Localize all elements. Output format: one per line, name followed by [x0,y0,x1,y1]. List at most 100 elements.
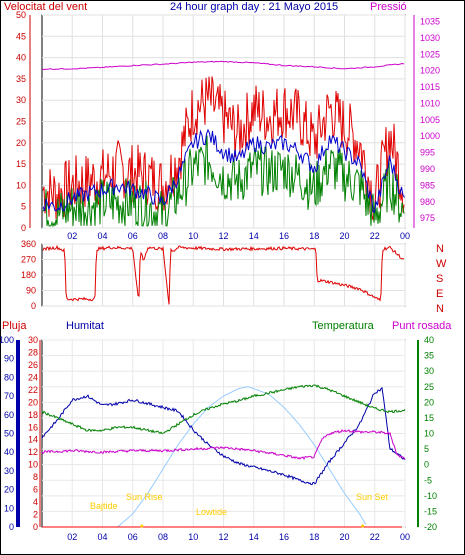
low-tide-label: Lowtide [196,507,228,517]
y-tick-label: 5 [21,202,26,212]
wind-speed-title: Velocitat del vent [4,1,88,13]
sun-rise-marker [140,524,144,528]
rain-tick-label: 10 [28,460,38,470]
x-tick-label: 08 [158,532,168,542]
x-tick-label: 10 [188,231,198,241]
y2-tick-label: 1005 [420,115,440,125]
sun-rise-label: Sun Rise [126,492,163,502]
high-tide-label: Bajtide [90,501,118,511]
rain-tick-label: 14 [28,435,38,445]
temperature-title: Temperatura [312,320,374,332]
y-tick-label: 30 [16,95,26,105]
x-tick-label: 16 [279,532,289,542]
rain-tick-label: 8 [33,472,38,482]
x-tick-label: 12 [218,532,228,542]
y-tick-label: 35 [16,74,26,84]
y-tick-label: 20 [16,138,26,148]
temp-tick-label: -10 [424,491,437,501]
y2-tick-label: 985 [420,180,435,190]
y2-tick-label: 980 [420,197,435,207]
y2-tick-label: 1035 [420,17,440,27]
series-humidity [41,386,406,486]
x-tick-label: 08 [158,231,168,241]
temp-tick-label: 10 [424,429,434,439]
series-wind-direction [42,244,405,305]
x-tick-label: 14 [249,532,259,542]
humidity-temperature-panel: -20-15-10-505101520253035400102030405060… [0,335,437,542]
rain-tick-label: 24 [28,372,38,382]
wind-direction-panel: 0 90 180 270 360 [21,239,406,311]
temp-tick-label: 0 [424,460,429,470]
humidity-tick-label: 60 [4,410,14,420]
x-tick-label: 04 [97,532,107,542]
humidity-tick-label: 10 [4,503,14,513]
x-tick-label: 06 [128,532,138,542]
y-tick-label: 45 [16,31,26,41]
compass-s: S [436,273,444,285]
humidity-tick-label: 0 [9,522,14,532]
x-tick-label: 00 [400,231,410,241]
rain-tick-label: 26 [28,360,38,370]
x-tick-label: 20 [339,231,349,241]
x-tick-label: 06 [128,231,138,241]
rain-tick-label: 6 [33,485,38,495]
y-tick-label: 270 [21,255,36,265]
rain-tick-label: 4 [33,497,38,507]
humidity-tick-label: 70 [4,391,14,401]
x-tick-label: 16 [279,231,289,241]
rain-tick-label: 22 [28,385,38,395]
rain-tick-label: 20 [28,397,38,407]
graph-title: 24 hour graph day : 21 Mayo 2015 [170,1,339,13]
y2-tick-label: 1020 [420,66,440,76]
rain-tick-label: 16 [28,422,38,432]
y2-tick-label: 1010 [420,98,440,108]
y-tick-label: 15 [16,159,26,169]
humidity-tick-label: 50 [4,429,14,439]
temp-tick-label: -15 [424,506,437,516]
humidity-tick-label: 40 [4,447,14,457]
humidity-title: Humitat [66,320,104,332]
y-tick-label: 50 [16,10,26,20]
series-temperature [41,384,406,435]
temp-tick-label: 40 [424,335,434,345]
x-tick-label: 12 [218,231,228,241]
compass-w: W [436,258,447,270]
humidity-axis-bar [16,340,20,527]
x-tick-label: 14 [249,231,259,241]
x-tick-label: 00 [400,532,410,542]
x-tick-label: 18 [309,532,319,542]
x-tick-label: 04 [97,231,107,241]
x-tick-label: 02 [67,532,77,542]
series-wind-average [42,135,405,228]
humidity-tick-label: 100 [0,335,14,345]
x-tick-label: 02 [67,231,77,241]
rain-tick-label: 30 [28,335,38,345]
y2-tick-label: 1030 [420,33,440,43]
y2-tick-label: 1015 [420,82,440,92]
y-tick-label: 90 [26,286,36,296]
y-tick-label: 360 [21,239,36,249]
wind-pressure-panel: 0510152025303540455097598098599099510001… [16,10,440,241]
x-tick-label: 20 [339,532,349,542]
y2-tick-label: 995 [420,148,435,158]
compass-n-bottom: N [436,303,444,315]
y2-tick-label: 990 [420,164,435,174]
temp-tick-label: 5 [424,444,429,454]
temp-tick-label: 25 [424,382,434,392]
x-tick-label: 18 [309,231,319,241]
rain-tick-label: 12 [28,447,38,457]
rain-tick-label: 18 [28,410,38,420]
x-tick-label: 22 [370,532,380,542]
compass-e: E [436,288,444,300]
dewpoint-title: Punt rosada [392,320,452,332]
humidity-tick-label: 30 [4,466,14,476]
temp-tick-label: 15 [424,413,434,423]
y2-tick-label: 975 [420,213,435,223]
y2-tick-label: 1025 [420,49,440,59]
pressure-title: Pressió [370,1,407,13]
y-tick-label: 10 [16,180,26,190]
rain-tick-label: 2 [33,510,38,520]
temp-tick-label: 35 [424,351,434,361]
series-pressure [41,60,405,71]
